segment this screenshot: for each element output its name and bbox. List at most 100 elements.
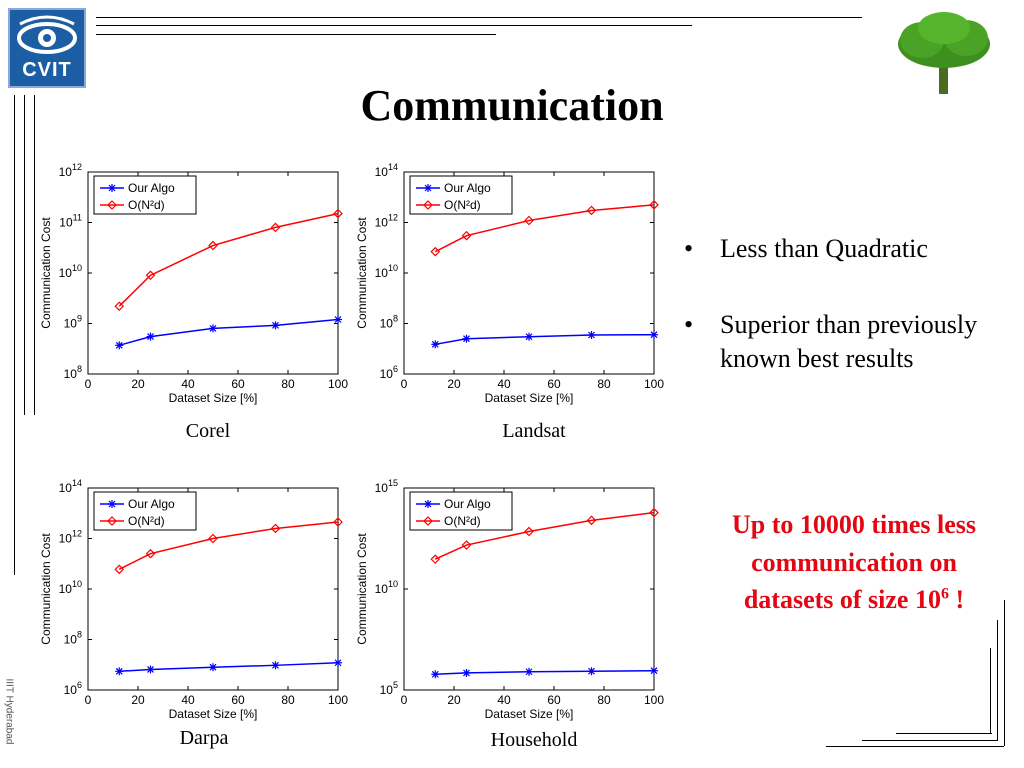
x-axis-label: Dataset Size [%] — [485, 391, 574, 405]
y-axis-label: Communication Cost — [39, 533, 53, 645]
data-point — [270, 222, 281, 233]
y-tick-label: 1014 — [59, 478, 82, 495]
y-tick-label: 1012 — [59, 162, 82, 179]
x-tick-label: 80 — [281, 693, 295, 707]
x-tick-label: 40 — [497, 377, 511, 391]
data-point — [462, 334, 471, 343]
x-tick-label: 0 — [85, 693, 92, 707]
bullet-item: • Less than Quadratic — [680, 232, 1020, 266]
data-point — [270, 523, 281, 534]
y-tick-label: 1012 — [59, 529, 82, 546]
data-point — [334, 658, 342, 667]
x-tick-label: 60 — [547, 693, 561, 707]
caption-household: Household — [490, 729, 578, 751]
legend-label: O(N²d) — [128, 198, 165, 212]
x-tick-label: 40 — [497, 693, 511, 707]
x-tick-label: 20 — [447, 377, 461, 391]
y-tick-label: 106 — [380, 364, 398, 381]
legend-label: Our Algo — [444, 497, 491, 511]
institute-vertical-label: IIIT Hyderabad — [3, 678, 15, 745]
legend-marker — [107, 516, 117, 526]
bottom-rule-3 — [896, 733, 992, 734]
data-point — [587, 331, 596, 340]
data-point — [525, 667, 533, 676]
x-tick-label: 0 — [401, 693, 408, 707]
data-point — [430, 554, 441, 565]
data-point — [524, 526, 534, 537]
x-axis-label: Dataset Size [%] — [169, 391, 258, 405]
data-point — [431, 670, 440, 679]
legend-label: Our Algo — [128, 181, 175, 195]
legend-label: O(N²d) — [128, 514, 165, 528]
legend-marker — [424, 500, 432, 508]
legend-box — [409, 175, 513, 215]
highlight-line: communication on — [751, 547, 957, 577]
caption-corel: Corel — [185, 420, 231, 442]
highlight-text: datasets of size 10 — [743, 585, 941, 615]
data-point — [650, 666, 658, 675]
highlight-superscript: 6 — [940, 585, 949, 603]
x-tick-label: 20 — [131, 693, 145, 707]
data-point — [145, 548, 156, 559]
y-tick-label: 1010 — [59, 263, 82, 280]
data-point — [145, 270, 156, 281]
x-tick-label: 20 — [131, 377, 145, 391]
legend-label: O(N²d) — [444, 198, 481, 212]
data-point — [333, 517, 343, 527]
data-point — [271, 661, 280, 670]
highlight-line: Up to 10000 times less — [731, 510, 977, 539]
eye-icon — [17, 15, 77, 54]
bottom-rule-2 — [862, 740, 998, 741]
x-tick-label: 20 — [447, 693, 461, 707]
series-line — [118, 521, 339, 571]
data-point — [650, 330, 658, 339]
chart-darpa: 0 20 40 60 80 100 106 108 1010 1012 1014 Dataset Si… — [39, 478, 348, 721]
data-point — [115, 667, 124, 676]
bullet-item: • Superior than previously known best re… — [680, 308, 1020, 376]
x-axis-label: Dataset Size [%] — [169, 707, 258, 721]
data-point — [430, 246, 441, 257]
bullet-text: Superior than previously known best resu… — [720, 309, 978, 373]
x-tick-label: 80 — [281, 377, 295, 391]
tree-logo — [898, 12, 990, 94]
y-tick-label: 1015 — [375, 478, 398, 495]
left-rule-3 — [34, 95, 35, 415]
y-tick-label: 108 — [380, 314, 398, 331]
data-point — [461, 230, 472, 241]
legend-marker — [108, 500, 116, 508]
x-tick-label: 0 — [85, 377, 92, 391]
y-tick-label: 1012 — [375, 213, 398, 230]
x-axis-label: Dataset Size [%] — [485, 707, 574, 721]
caption-landsat: Landsat — [502, 420, 566, 442]
left-rule-2 — [24, 95, 25, 415]
series-line — [434, 204, 655, 253]
y-tick-label: 1010 — [375, 579, 398, 596]
y-tick-label: 1010 — [59, 579, 82, 596]
legend-marker — [423, 200, 433, 210]
top-rule-2 — [96, 25, 692, 26]
y-tick-label: 108 — [64, 364, 82, 381]
data-point — [333, 208, 343, 219]
series-line — [434, 511, 655, 560]
data-point — [586, 515, 597, 526]
highlight-text: ! — [948, 585, 965, 615]
bullet-icon: • — [684, 234, 694, 263]
data-point — [209, 324, 217, 333]
caption-darpa: Darpa — [179, 727, 229, 749]
data-point — [146, 332, 155, 341]
legend-label: Our Algo — [444, 181, 491, 195]
bullet-text: Less than Quadratic — [720, 234, 928, 263]
data-point — [115, 341, 124, 350]
x-tick-label: 80 — [597, 693, 611, 707]
top-rule-1 — [96, 17, 862, 18]
y-axis-label: Communication Cost — [355, 533, 369, 645]
data-point — [524, 215, 534, 226]
y-tick-label: 1010 — [375, 263, 398, 280]
x-tick-label: 40 — [181, 693, 195, 707]
logo-text: CVIT — [22, 59, 72, 81]
y-tick-label: 1014 — [375, 162, 398, 179]
data-point — [461, 540, 472, 550]
data-point — [114, 564, 125, 575]
y-tick-label: 108 — [64, 630, 82, 647]
legend-label: Our Algo — [128, 497, 175, 511]
